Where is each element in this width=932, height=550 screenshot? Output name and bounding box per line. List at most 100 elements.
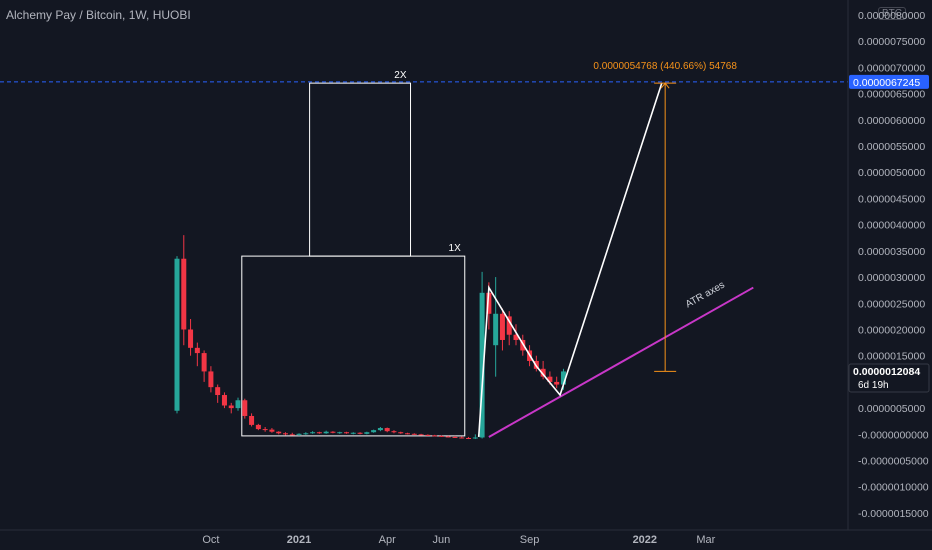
- measure-box-label: 1X: [449, 243, 462, 254]
- measure-box-2x: [309, 82, 412, 257]
- time-tick-label: 2022: [633, 534, 657, 546]
- time-tick-label: Sep: [520, 534, 540, 546]
- measure-label: 0.0000054768 (440.66%) 54768: [593, 61, 737, 72]
- candle-body: [344, 432, 349, 434]
- candle-body: [540, 368, 546, 377]
- price-tick-label: 0.0000055000: [858, 141, 925, 153]
- candle-body: [249, 415, 255, 425]
- candle-body: [208, 371, 214, 388]
- measure-arrow-icon: [660, 82, 670, 89]
- candle-body: [188, 329, 194, 348]
- bar-countdown-label: 6d 19h: [858, 380, 889, 391]
- price-tick-label: 0.0000060000: [858, 115, 925, 127]
- candle-body: [350, 432, 356, 434]
- price-tick-label: 0.0000025000: [858, 298, 925, 310]
- candle-body: [228, 405, 234, 409]
- measure-box-label: 2X: [394, 70, 407, 81]
- candle-body: [459, 437, 465, 439]
- time-tick-label: 2021: [287, 534, 311, 546]
- candle-body: [181, 258, 187, 330]
- candle-body: [384, 428, 390, 432]
- price-tick-label: 0.0000050000: [858, 167, 925, 179]
- last-price-label: 0.0000012084: [853, 366, 920, 378]
- candle-body: [425, 434, 431, 436]
- candle-body: [242, 400, 248, 416]
- candle-body: [337, 432, 343, 434]
- candle-body: [174, 258, 180, 411]
- last-price-tag: [848, 363, 930, 393]
- price-tick-label: 0.0000015000: [858, 351, 925, 363]
- price-tick-label: -0.0000000000: [858, 429, 929, 441]
- candle-body: [316, 432, 322, 434]
- time-tick-label: Oct: [202, 534, 219, 546]
- candle-body: [364, 432, 370, 434]
- candle-body: [391, 431, 397, 433]
- candle-body: [262, 429, 268, 431]
- time-axis: Oct 2021 Apr Jun Sep 2022 Mar: [0, 529, 932, 546]
- price-tick-label: 0.0000070000: [858, 62, 925, 74]
- candle-body: [432, 435, 438, 437]
- candle-body: [499, 313, 505, 340]
- candle-body: [466, 437, 472, 439]
- candle-body: [330, 431, 336, 433]
- price-tick-label: 0.0000045000: [858, 193, 925, 205]
- price-tick-label: -0.0000010000: [858, 482, 929, 494]
- candle-body: [493, 313, 499, 346]
- candle-body: [371, 430, 377, 433]
- price-tick-label: 0.0000035000: [858, 246, 925, 258]
- projection-zigzag: [477, 82, 663, 438]
- price-tick-label: 0.0000040000: [858, 220, 925, 232]
- candle-body: [194, 347, 200, 354]
- candle-body: [513, 334, 519, 340]
- candle-body: [289, 434, 295, 436]
- currency-unit-badge[interactable]: BTC: [878, 7, 906, 20]
- candle-body: [398, 432, 404, 434]
- price-tick-label: 0.0000030000: [858, 272, 925, 284]
- candle-body: [255, 424, 261, 430]
- candle-body: [479, 292, 485, 438]
- target-price-tag-label: 0.0000067245: [853, 77, 920, 89]
- symbol-title: Alchemy Pay / Bitcoin, 1W, HUOBI: [6, 8, 191, 22]
- candle-body: [411, 433, 417, 435]
- candle-body: [269, 429, 275, 432]
- time-tick-label: Apr: [379, 534, 396, 546]
- candle-body: [405, 433, 411, 435]
- candles-layer: [174, 235, 566, 440]
- candle-body: [547, 376, 553, 382]
- measure-boxes-layer: 1X 2X: [241, 70, 466, 437]
- candle-body: [310, 432, 316, 434]
- time-tick-label: Mar: [696, 534, 715, 546]
- candle-body: [221, 395, 227, 406]
- price-tick-label: 0.0000080000: [858, 10, 925, 22]
- candle-body: [296, 433, 302, 435]
- price-tick-label: -0.0000015000: [858, 508, 929, 520]
- time-tick-label: Jun: [433, 534, 451, 546]
- price-tick-label: 0.0000020000: [858, 324, 925, 336]
- candle-body: [560, 371, 566, 385]
- candle-body: [215, 387, 221, 396]
- candle-body: [276, 431, 282, 434]
- candle-body: [235, 400, 241, 409]
- candle-body: [323, 431, 329, 434]
- measure-box-1x: [241, 255, 466, 437]
- candle-body: [303, 433, 309, 435]
- candle-body: [357, 432, 363, 434]
- candle-body: [445, 436, 451, 438]
- candle-body: [438, 435, 444, 437]
- candle-body: [554, 381, 560, 385]
- price-tick-label: 0.0000075000: [858, 36, 925, 48]
- candle-body: [418, 434, 424, 436]
- candle-body: [506, 316, 512, 335]
- candle-body: [282, 433, 288, 435]
- price-tick-label: -0.0000005000: [858, 456, 929, 468]
- candle-body: [452, 436, 458, 438]
- target-price-tag: [849, 74, 929, 89]
- price-tick-label: 0.0000005000: [858, 403, 925, 415]
- price-axis: -0.0000015000 -0.0000010000 -0.0000005000 -…: [847, 0, 930, 530]
- candle-body: [201, 353, 207, 372]
- price-tick-label: 0.0000065000: [858, 89, 925, 101]
- candle-body: [377, 428, 383, 431]
- candle-body: [472, 437, 478, 439]
